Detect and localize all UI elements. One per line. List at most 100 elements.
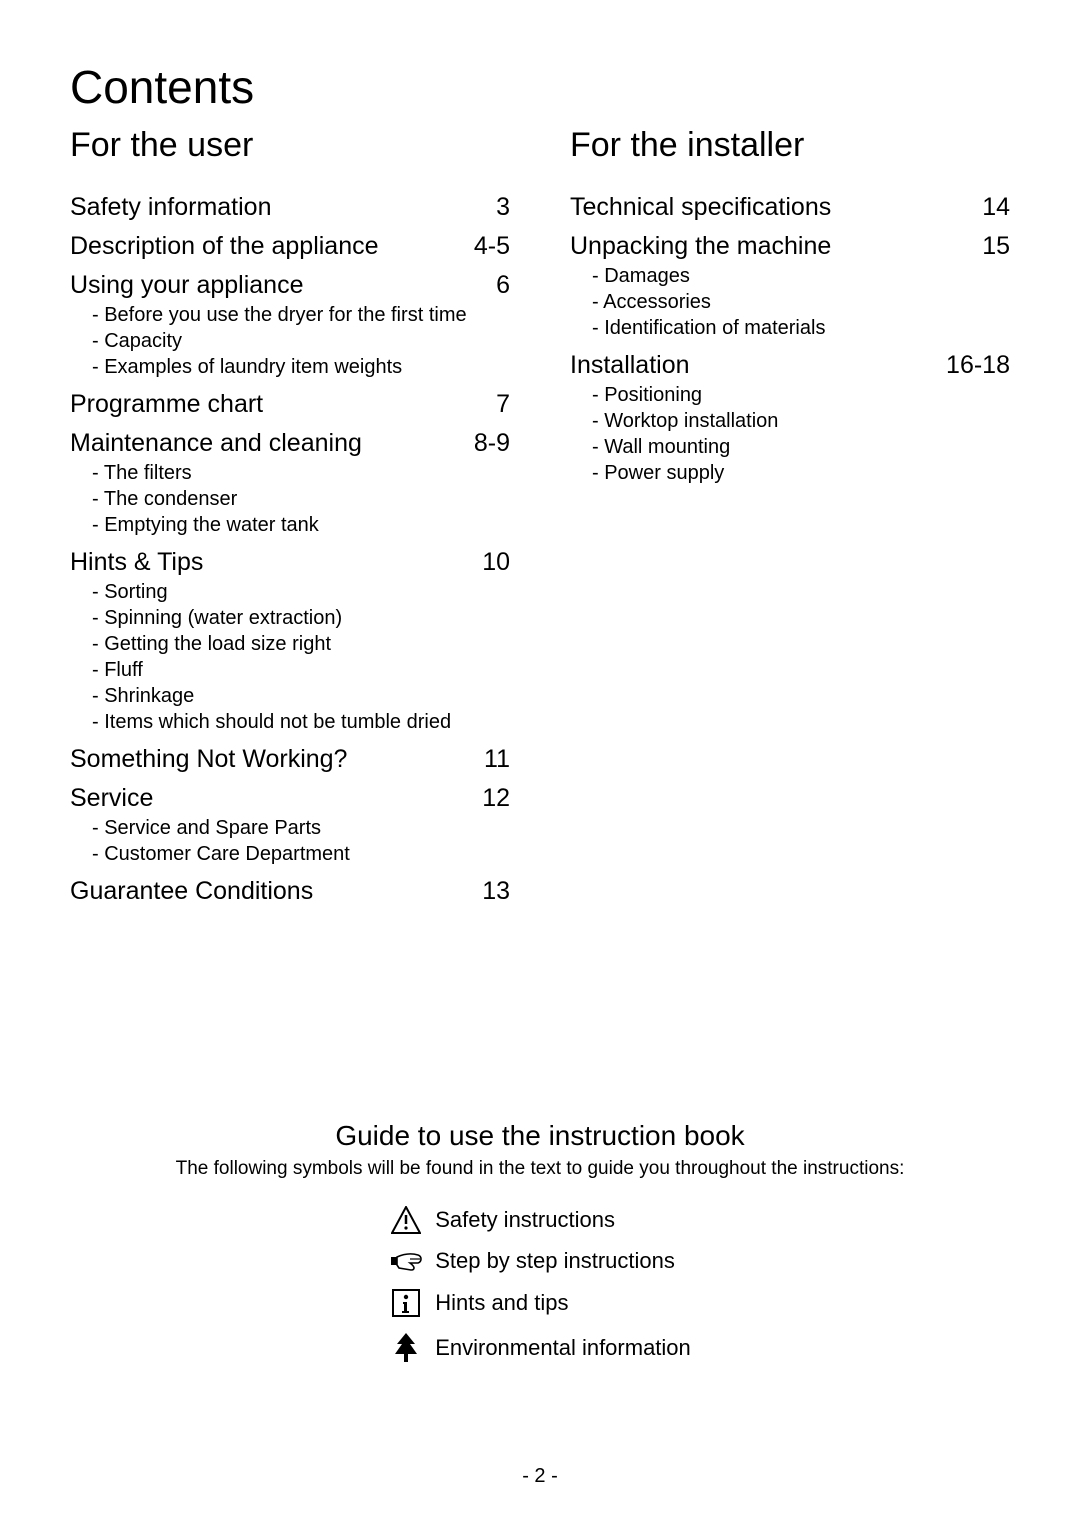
toc-sub: - Items which should not be tumble dried bbox=[92, 709, 510, 735]
toc-page: 3 bbox=[486, 193, 510, 222]
info-icon bbox=[389, 1288, 423, 1318]
guide-intro: The following symbols will be found in t… bbox=[0, 1158, 1080, 1180]
toc-item: Maintenance and cleaning8-9- The ﬁlters-… bbox=[70, 429, 510, 538]
toc-sub: - Worktop installation bbox=[592, 408, 1010, 434]
legend-row: Safety instructions bbox=[389, 1206, 691, 1234]
legend-row: Environmental information bbox=[389, 1332, 691, 1364]
toc-item: Installation 16-18- Positioning- Worktop … bbox=[570, 351, 1010, 486]
toc-sub: - Before you use the dryer for the ﬁrst … bbox=[92, 302, 510, 328]
toc-sub: - Damages bbox=[592, 263, 1010, 289]
user-column: For the user Safety information 3 Descript… bbox=[70, 126, 510, 916]
toc-columns: For the user Safety information 3 Descript… bbox=[70, 126, 1010, 916]
toc-page: 10 bbox=[472, 548, 510, 577]
toc-sub: - Identiﬁcation of materials bbox=[592, 315, 1010, 341]
toc-sub: - The condenser bbox=[92, 486, 510, 512]
toc-page: 15 bbox=[972, 232, 1010, 261]
page-number: - 2 - bbox=[0, 1465, 1080, 1488]
legend-label: Hints and tips bbox=[435, 1290, 568, 1316]
toc-row: Guarantee Conditions 13 bbox=[70, 877, 510, 906]
toc-subs: - Positioning- Worktop installation- Wal… bbox=[570, 382, 1010, 486]
toc-title: Technical speciﬁcations bbox=[570, 193, 831, 222]
toc-title: Safety information bbox=[70, 193, 272, 222]
toc-row: Unpacking the machine 15 bbox=[570, 232, 1010, 261]
toc-sub: - Wall mounting bbox=[592, 434, 1010, 460]
toc-page: 14 bbox=[972, 193, 1010, 222]
toc-item: Programme chart 7 bbox=[70, 390, 510, 419]
toc-sub: - Power supply bbox=[592, 460, 1010, 486]
toc-subs: - Sorting- Spinning (water extraction)- … bbox=[70, 579, 510, 735]
toc-title: Something Not Working? bbox=[70, 745, 347, 774]
toc-page: 7 bbox=[486, 390, 510, 419]
legend-label: Safety instructions bbox=[435, 1207, 615, 1233]
toc-row: Hints & Tips 10 bbox=[70, 548, 510, 577]
toc-subs: - Service and Spare Parts- Customer Care… bbox=[70, 815, 510, 867]
toc-sub: - Shrinkage bbox=[92, 683, 510, 709]
toc-title: Guarantee Conditions bbox=[70, 877, 313, 906]
legend-label: Environmental information bbox=[435, 1335, 691, 1361]
toc-sub: - Sorting bbox=[92, 579, 510, 605]
toc-page: 12 bbox=[472, 784, 510, 813]
toc-subs: - Damages- Accessories- Identiﬁcation of… bbox=[570, 263, 1010, 341]
page-title: Contents bbox=[70, 60, 1010, 114]
toc-title: Service bbox=[70, 784, 153, 813]
toc-item: Unpacking the machine 15- Damages- Access… bbox=[570, 232, 1010, 341]
toc-row: Using your appliance 6 bbox=[70, 271, 510, 300]
toc-row: Technical speciﬁcations 14 bbox=[570, 193, 1010, 222]
toc-sub: - Service and Spare Parts bbox=[92, 815, 510, 841]
user-toc: Safety information 3 Description of the ap… bbox=[70, 193, 510, 906]
toc-row: Maintenance and cleaning 8-9 bbox=[70, 429, 510, 458]
toc-subs: - The ﬁlters- The condenser- Emptying th… bbox=[70, 460, 510, 538]
toc-sub: - Spinning (water extraction) bbox=[92, 605, 510, 631]
toc-sub: - Positioning bbox=[592, 382, 1010, 408]
toc-sub: - Customer Care Department bbox=[92, 841, 510, 867]
toc-subs: - Before you use the dryer for the ﬁrst … bbox=[70, 302, 510, 380]
toc-sub: - Accessories bbox=[592, 289, 1010, 315]
installer-toc: Technical speciﬁcations 14 Unpacking the m… bbox=[570, 193, 1010, 486]
tree-icon bbox=[389, 1332, 423, 1364]
toc-sub: - The ﬁlters bbox=[92, 460, 510, 486]
toc-item: Guarantee Conditions 13 bbox=[70, 877, 510, 906]
toc-sub: - Emptying the water tank bbox=[92, 512, 510, 538]
warning-icon bbox=[389, 1206, 423, 1234]
toc-page: 8-9 bbox=[464, 429, 510, 458]
toc-title: Unpacking the machine bbox=[570, 232, 831, 261]
legend: Safety instructions Step by step instruct… bbox=[389, 1206, 691, 1378]
toc-row: Programme chart 7 bbox=[70, 390, 510, 419]
toc-row: Something Not Working? 11 bbox=[70, 745, 510, 774]
toc-item: Something Not Working? 11 bbox=[70, 745, 510, 774]
toc-title: Hints & Tips bbox=[70, 548, 203, 577]
toc-page: 16-18 bbox=[936, 351, 1010, 380]
toc-title: Installation bbox=[570, 351, 690, 380]
toc-sub: - Getting the load size right bbox=[92, 631, 510, 657]
legend-label: Step by step instructions bbox=[435, 1248, 675, 1274]
toc-page: 13 bbox=[472, 877, 510, 906]
toc-row: Service 12 bbox=[70, 784, 510, 813]
legend-row: Step by step instructions bbox=[389, 1248, 691, 1274]
toc-item: Description of the appliance 4-5 bbox=[70, 232, 510, 261]
toc-sub: - Capacity bbox=[92, 328, 510, 354]
toc-item: Technical speciﬁcations 14 bbox=[570, 193, 1010, 222]
toc-sub: - Fluff bbox=[92, 657, 510, 683]
toc-row: Installation 16-18 bbox=[570, 351, 1010, 380]
guide-section: Guide to use the instruction book The fo… bbox=[0, 1120, 1080, 1378]
guide-heading: Guide to use the instruction book bbox=[0, 1120, 1080, 1152]
toc-title: Maintenance and cleaning bbox=[70, 429, 362, 458]
toc-title: Using your appliance bbox=[70, 271, 303, 300]
toc-item: Service 12- Service and Spare Parts- Cust… bbox=[70, 784, 510, 867]
toc-page: 11 bbox=[474, 745, 510, 774]
toc-item: Safety information 3 bbox=[70, 193, 510, 222]
toc-sub: - Examples of laundry item weights bbox=[92, 354, 510, 380]
toc-title: Programme chart bbox=[70, 390, 263, 419]
toc-item: Hints & Tips 10- Sorting- Spinning (water… bbox=[70, 548, 510, 735]
toc-row: Description of the appliance 4-5 bbox=[70, 232, 510, 261]
installer-column: For the installer Technical speciﬁcation… bbox=[570, 126, 1010, 916]
toc-page: 4-5 bbox=[464, 232, 510, 261]
toc-item: Using your appliance 6- Before you use th… bbox=[70, 271, 510, 380]
installer-heading: For the installer bbox=[570, 126, 1010, 165]
user-heading: For the user bbox=[70, 126, 510, 165]
legend-row: Hints and tips bbox=[389, 1288, 691, 1318]
toc-title: Description of the appliance bbox=[70, 232, 379, 261]
toc-row: Safety information 3 bbox=[70, 193, 510, 222]
hand-icon bbox=[389, 1250, 423, 1272]
toc-page: 6 bbox=[486, 271, 510, 300]
